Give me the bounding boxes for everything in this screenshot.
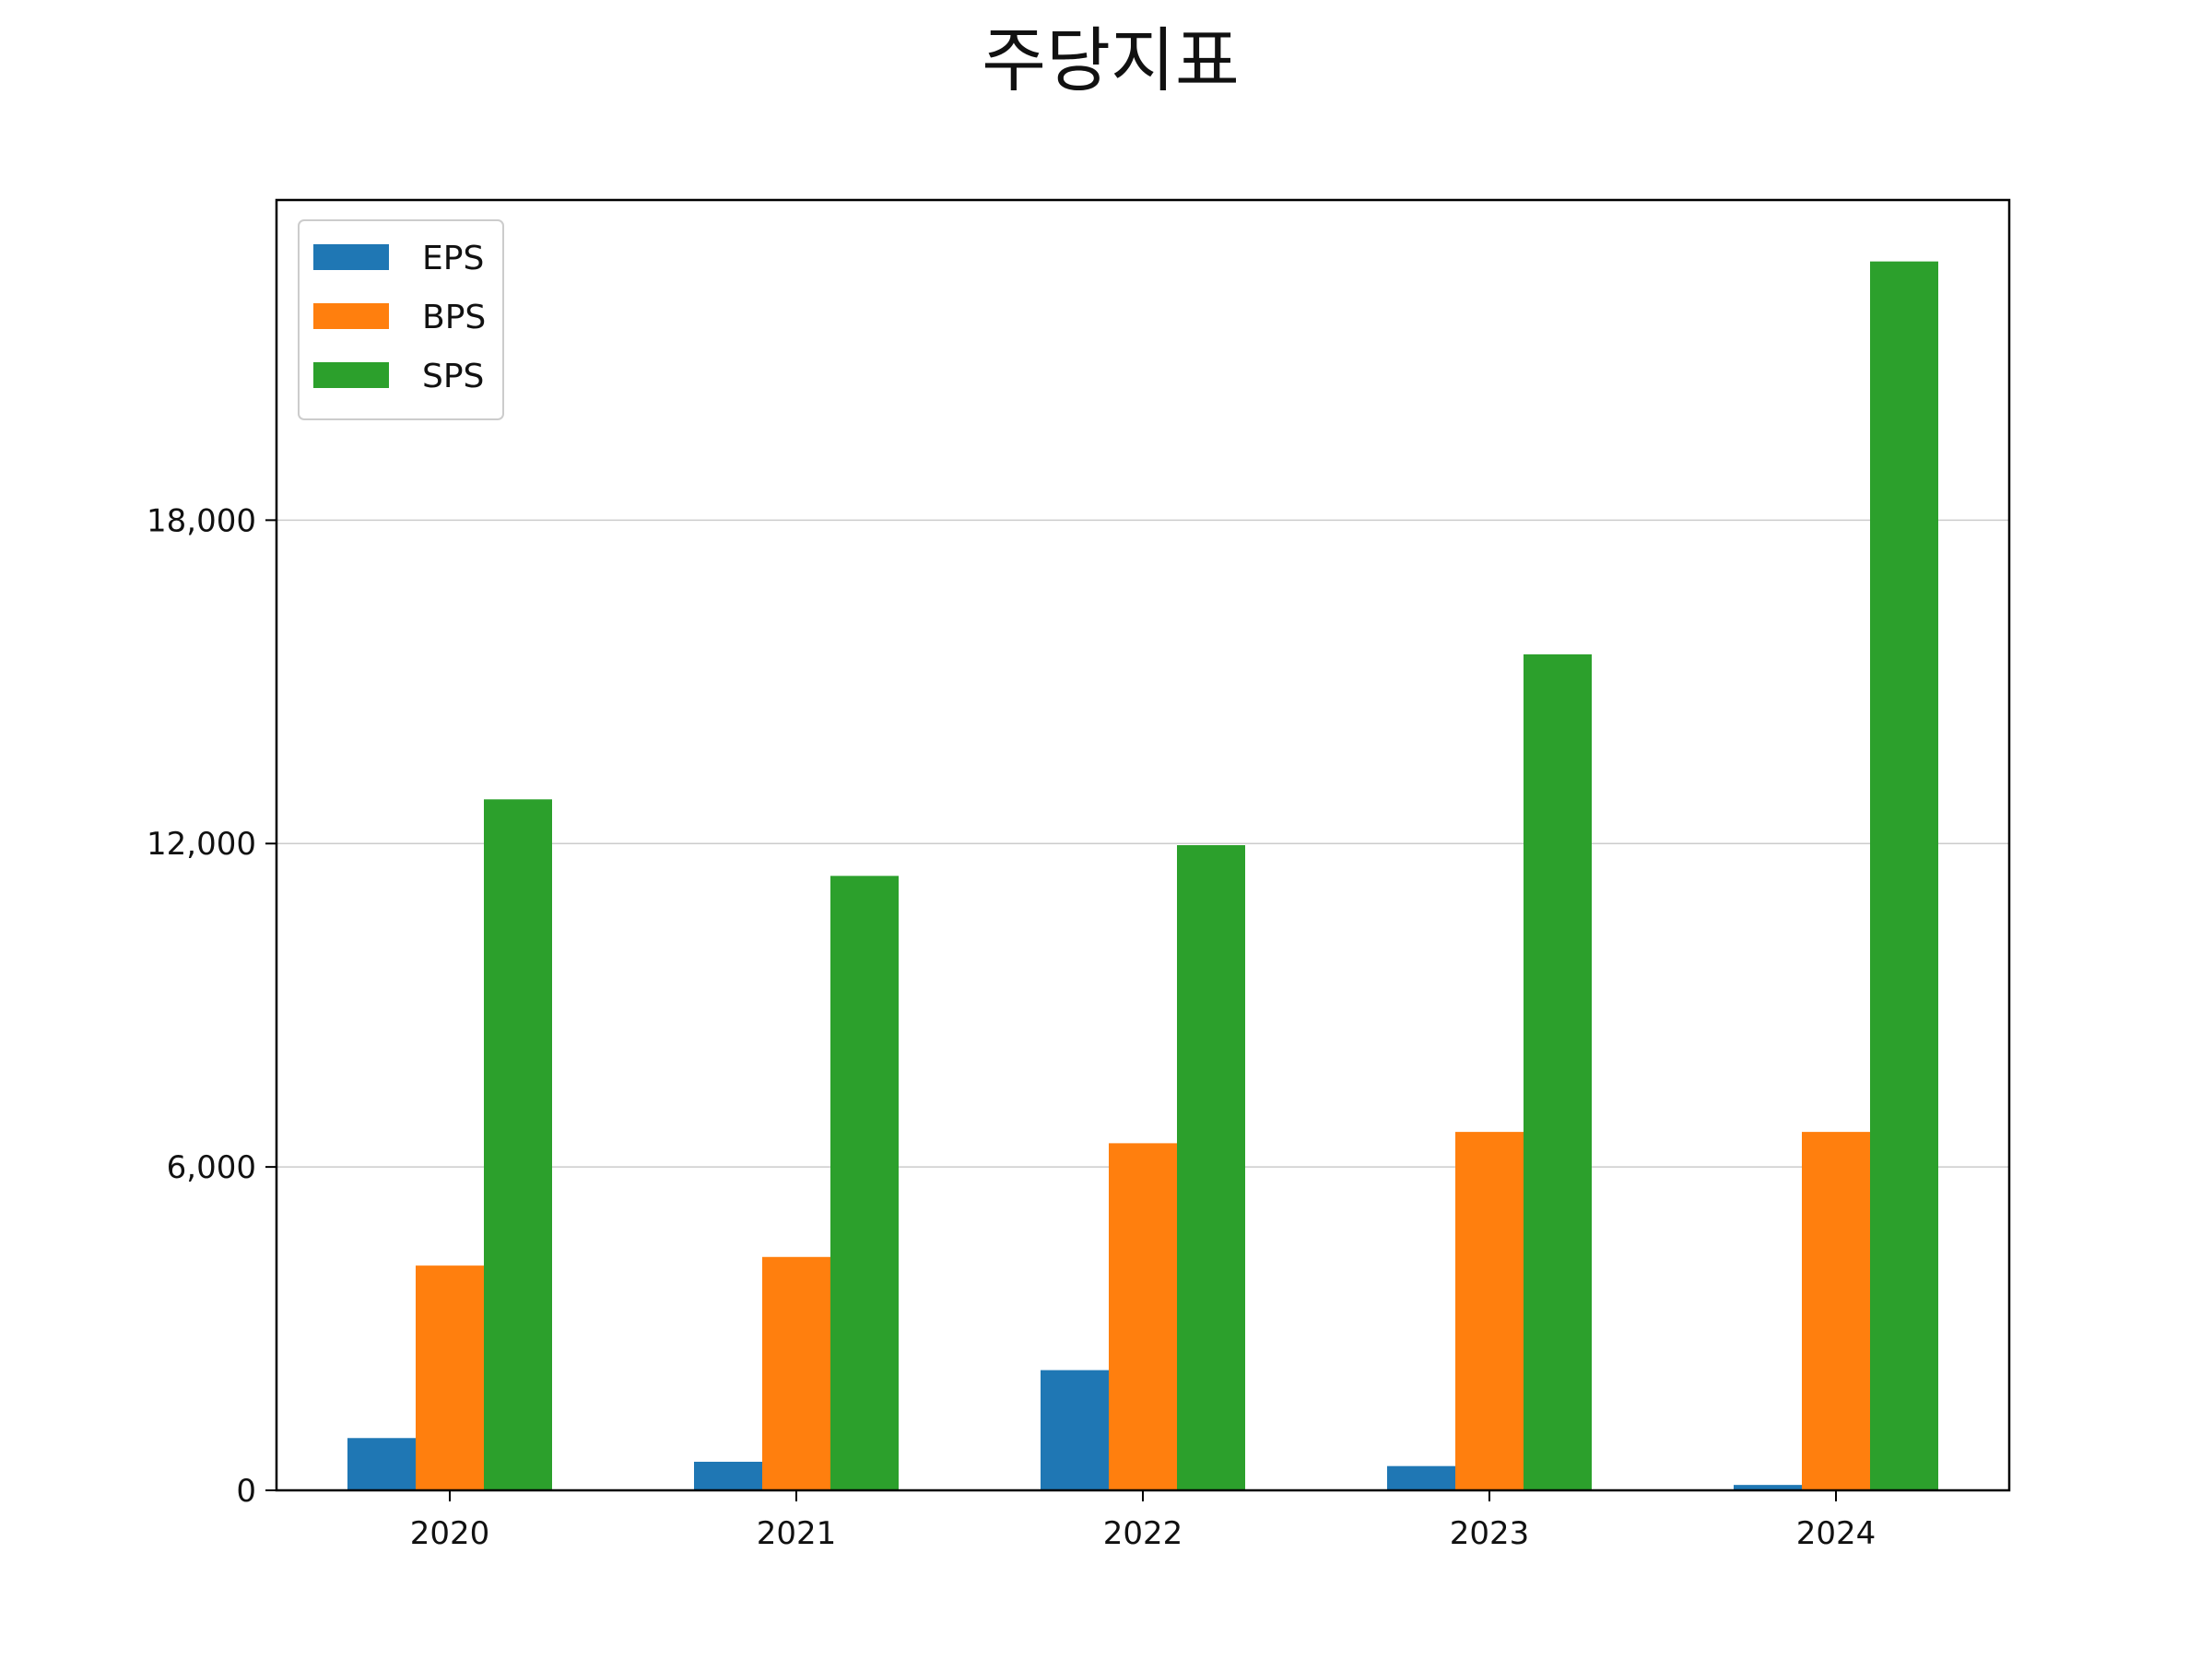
legend-label-bps: BPS	[422, 299, 486, 336]
bar-eps-2024	[1734, 1485, 1802, 1490]
y-axis: 0 6,000 12,000 18,000	[147, 502, 276, 1510]
legend-swatch-sps	[313, 362, 389, 388]
legend-swatch-bps	[313, 303, 389, 329]
y-tick-label: 18,000	[147, 502, 256, 539]
bar-sps-2023	[1524, 653, 1592, 1490]
bar-bps-2022	[1109, 1143, 1177, 1490]
legend-label-sps: SPS	[422, 358, 484, 395]
bar-bps-2024	[1802, 1132, 1870, 1490]
y-tick-label: 0	[236, 1473, 256, 1510]
x-tick-label: 2023	[1450, 1515, 1530, 1552]
legend-label-eps: EPS	[422, 240, 484, 277]
bar-bps-2023	[1455, 1132, 1524, 1490]
bar-eps-2023	[1387, 1465, 1455, 1490]
x-tick-label: 2021	[757, 1515, 837, 1552]
bar-eps-2021	[694, 1462, 762, 1490]
bars	[347, 261, 1938, 1491]
bar-sps-2021	[830, 876, 899, 1490]
bar-sps-2024	[1870, 261, 1938, 1491]
x-tick-label: 2024	[1796, 1515, 1877, 1552]
x-tick-label: 2022	[1103, 1515, 1183, 1552]
x-tick-label: 2020	[410, 1515, 490, 1552]
chart-title: 주당지표	[982, 19, 1240, 101]
y-tick-label: 6,000	[167, 1149, 256, 1186]
bar-eps-2020	[347, 1438, 416, 1490]
bar-bps-2021	[762, 1256, 830, 1490]
legend-swatch-eps	[313, 244, 389, 270]
legend: EPS BPS SPS	[298, 219, 504, 420]
bar-bps-2020	[416, 1265, 484, 1490]
bar-sps-2020	[484, 799, 552, 1490]
x-axis: 2020 2021 2022 2023 2024	[410, 1490, 1877, 1552]
y-tick-label: 12,000	[147, 826, 256, 863]
bar-sps-2022	[1177, 845, 1245, 1490]
bar-eps-2022	[1041, 1370, 1109, 1490]
